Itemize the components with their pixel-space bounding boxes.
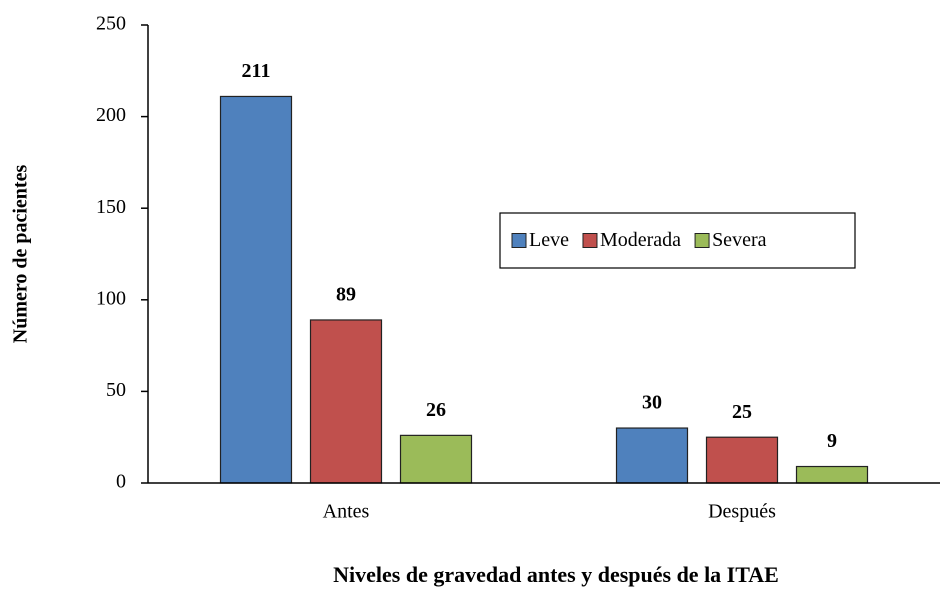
y-tick-label: 150 — [96, 196, 126, 218]
legend-swatch — [511, 233, 527, 248]
data-label: 9 — [827, 430, 837, 452]
legend-label: Moderada — [600, 229, 681, 251]
data-label: 30 — [642, 392, 662, 414]
data-label: 25 — [732, 401, 752, 423]
bar — [795, 465, 869, 484]
y-tick-label: 200 — [96, 104, 126, 126]
x-axis-label: Niveles de gravedad antes y después de l… — [333, 562, 779, 587]
legend-swatch — [582, 233, 598, 248]
bar — [309, 319, 383, 484]
legend: Leve Moderada Severa — [499, 212, 856, 269]
data-label: 26 — [426, 399, 446, 421]
data-label: 89 — [336, 284, 356, 306]
x-tick-label: Antes — [323, 501, 370, 523]
legend-box — [499, 212, 856, 269]
y-tick-label: 50 — [106, 379, 126, 401]
legend-swatch — [694, 233, 710, 248]
y-axis-label: Número de pacientes — [10, 165, 32, 344]
legend-label: Severa — [712, 229, 767, 251]
bar — [615, 427, 689, 484]
y-tick-label: 0 — [116, 471, 126, 493]
legend-label: Leve — [529, 229, 569, 251]
y-tick-label: 100 — [96, 287, 126, 309]
bar — [399, 434, 473, 484]
bar — [705, 436, 779, 484]
data-label: 211 — [242, 60, 271, 82]
y-tick-label: 250 — [96, 13, 126, 35]
x-tick-label: Después — [708, 501, 776, 523]
bar — [219, 95, 293, 484]
